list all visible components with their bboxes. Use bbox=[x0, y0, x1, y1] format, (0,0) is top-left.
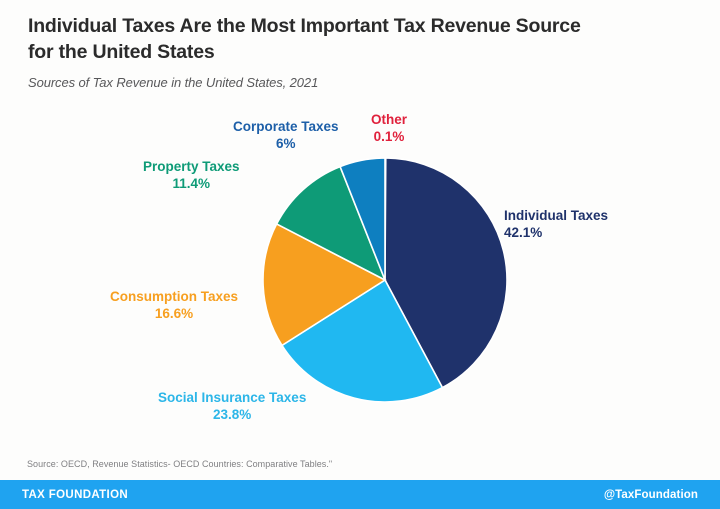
pie-slice bbox=[275, 165, 387, 282]
pie-label-individual-taxes-name: Individual Taxes bbox=[504, 208, 609, 223]
pie-label-consumption-taxes: Consumption Taxes 16.6% bbox=[110, 288, 238, 323]
page-title: Individual Taxes Are the Most Important … bbox=[28, 15, 581, 63]
pie-label-individual-taxes-value: 42.1% bbox=[504, 225, 543, 241]
pie-label-other: Other 0.1% bbox=[371, 111, 407, 146]
pie-label-property-taxes-name: Property Taxes bbox=[143, 159, 240, 174]
pie-label-consumption-taxes-value: 16.6% bbox=[154, 306, 194, 322]
pie-slice bbox=[384, 157, 508, 389]
pie-label-social-insurance-taxes: Social Insurance Taxes 23.8% bbox=[158, 389, 306, 424]
footer-bar: TAX FOUNDATION @TaxFoundation bbox=[0, 480, 720, 509]
pie-slice bbox=[384, 157, 387, 281]
pie-label-other-value: 0.1% bbox=[373, 129, 405, 145]
pie-slice bbox=[262, 222, 387, 347]
pie-label-consumption-taxes-name: Consumption Taxes bbox=[110, 289, 239, 304]
pie-slice bbox=[280, 278, 444, 403]
pie-label-social-insurance-taxes-name: Social Insurance Taxes bbox=[158, 390, 307, 405]
pie-label-property-taxes-value: 11.4% bbox=[172, 176, 211, 192]
chart-subtitle: Sources of Tax Revenue in the United Sta… bbox=[28, 74, 319, 90]
pie-label-corporate-taxes-name: Corporate Taxes bbox=[233, 119, 339, 134]
pie-label-property-taxes: Property Taxes 11.4% bbox=[143, 158, 240, 193]
pie-label-other-name: Other bbox=[371, 112, 408, 127]
pie-label-corporate-taxes: Corporate Taxes 6% bbox=[233, 118, 339, 153]
footer-social-handle[interactable]: @TaxFoundation bbox=[603, 488, 698, 501]
source-note: Source: OECD, Revenue Statistics- OECD C… bbox=[27, 459, 333, 469]
footer-brand: TAX FOUNDATION bbox=[22, 488, 129, 501]
pie-label-corporate-taxes-value: 6% bbox=[276, 136, 296, 152]
pie-slice-group bbox=[262, 157, 508, 403]
header-block: Individual Taxes Are the Most Important … bbox=[28, 14, 668, 90]
pie-label-individual-taxes: Individual Taxes 42.1% bbox=[504, 207, 608, 242]
pie-slice bbox=[339, 157, 386, 281]
pie-label-social-insurance-taxes-value: 23.8% bbox=[213, 407, 252, 423]
